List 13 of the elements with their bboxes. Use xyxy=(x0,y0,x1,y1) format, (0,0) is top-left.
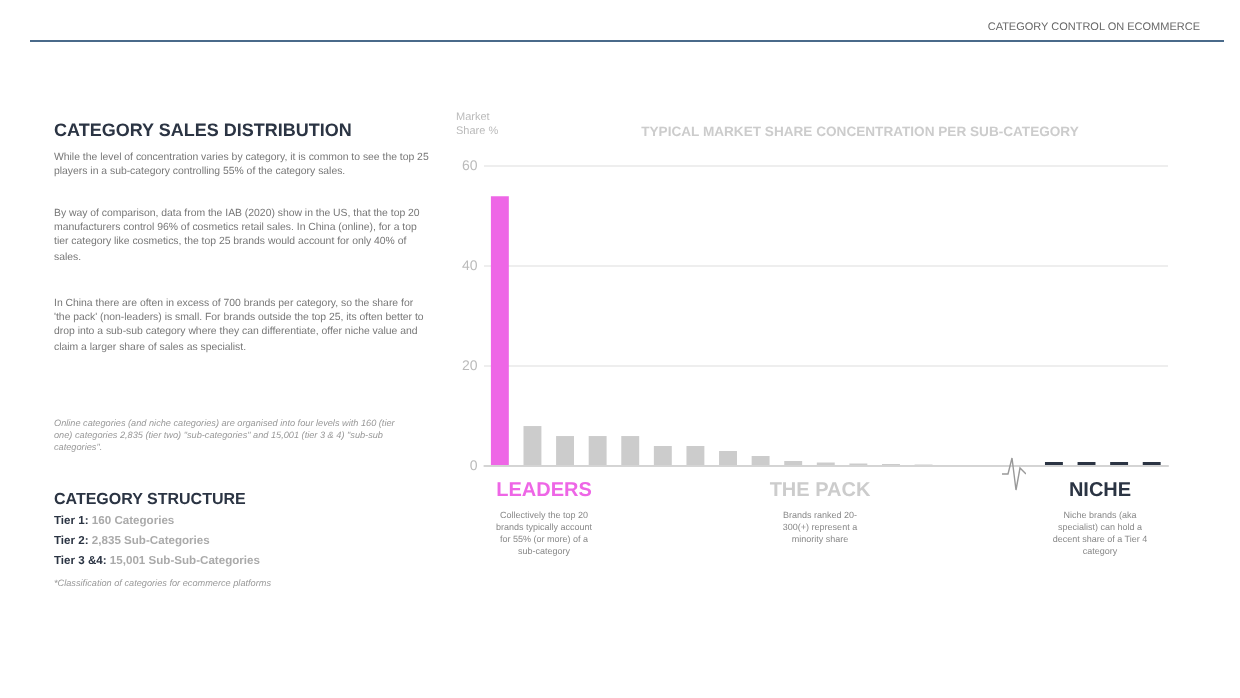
bar xyxy=(719,451,737,465)
text: CATEGORY SALES DISTRIBUTION xyxy=(54,120,354,143)
bar xyxy=(621,436,640,465)
text: NICHE xyxy=(1066,480,1134,505)
bar xyxy=(556,436,575,465)
bar xyxy=(588,436,607,465)
bar xyxy=(523,426,542,465)
bar xyxy=(751,456,770,465)
bar xyxy=(653,446,672,465)
text: CATEGORY STRUCTURE xyxy=(54,490,248,510)
text: LEADERS xyxy=(494,480,594,505)
bar xyxy=(490,196,509,465)
bar xyxy=(686,446,705,465)
